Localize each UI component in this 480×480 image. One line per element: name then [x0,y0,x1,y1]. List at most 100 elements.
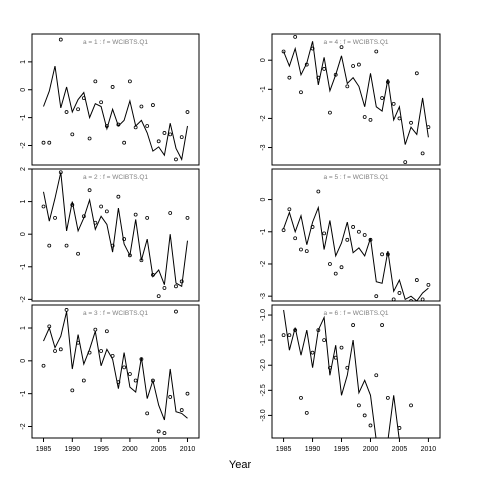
y-tick-label: -1.5 [260,334,267,346]
data-point [391,297,396,301]
data-point [374,294,379,299]
data-point [339,265,344,270]
data-point [351,64,356,68]
y-tick-label: -2 [20,296,27,302]
data-point [116,194,121,199]
y-tick-label: 1 [20,326,27,330]
y-tick-label: -1 [20,390,27,396]
data-point [110,243,115,248]
x-tick-label: 1995 [334,446,350,453]
data-point [53,215,57,220]
panel-2: a = 4 : f = WCIBTS.Q1 -3 -2 -1 0 [260,33,441,166]
panel-6: a = 6 : f = WCIBTS.Q1 -3.0 -2.5 -2.0 -1.5 -1.… [260,304,441,453]
x-tick-label: 1990 [65,446,81,453]
data-point [104,329,109,334]
y-tick-label: 0 [260,58,267,62]
data-point [409,299,413,301]
panel-frame [271,304,441,439]
data-point [380,252,384,257]
data-point [404,439,407,442]
data-point [328,365,332,370]
data-point [70,132,75,137]
panel-title: a = 5 : f = WCIBTS.Q1 [323,174,388,181]
panel-data [281,189,431,301]
data-point [58,170,63,175]
data-point [145,215,150,220]
data-point [156,429,161,434]
data-point [414,71,419,76]
data-point [168,395,173,399]
data-point [99,204,104,209]
data-point [368,237,373,242]
data-point [64,243,69,248]
panel-data [41,37,190,162]
data-point [397,116,402,121]
y-tick-label: 2 [20,167,27,171]
series-line [43,311,188,421]
data-point [64,308,69,312]
data-point [156,139,161,144]
data-point [127,253,132,258]
panel-data [41,170,190,299]
data-point [397,291,402,295]
data-point [139,258,144,263]
data-point [385,80,390,84]
data-point [133,212,138,217]
data-point [304,411,309,415]
series-line [283,205,429,301]
data-point [374,49,379,54]
data-point [133,378,138,383]
data-point [76,340,80,345]
data-point [392,439,395,442]
y-tick-label: 0 [20,359,27,363]
y-tick-label: 0 [260,198,267,202]
data-point [339,345,344,350]
data-point [93,327,98,332]
y-tick-label: 0 [20,88,27,92]
data-point [409,403,413,408]
data-point [104,209,109,214]
data-point [345,365,350,370]
data-point [287,75,292,80]
data-point [53,349,57,353]
y-tick-label: -2.5 [260,384,267,396]
y-tick-label: -2 [260,261,267,267]
data-point [58,37,63,42]
data-point [185,391,190,396]
data-point [304,249,309,253]
data-point [87,136,92,141]
data-point [333,355,338,360]
data-point [293,328,298,332]
data-point [287,333,292,338]
data-point [362,115,367,119]
data-point [356,62,361,67]
data-point [385,395,390,400]
data-point [421,439,424,442]
data-point [414,278,419,282]
data-point [47,324,52,329]
x-tick-label: 2010 [421,446,437,453]
data-point [333,72,338,77]
y-tick-label: -2 [260,115,267,121]
data-point [310,350,315,355]
panel-frame [31,168,200,302]
panel-frame [31,33,200,166]
data-point [81,378,86,383]
data-point [322,67,327,71]
data-point [70,388,75,393]
y-tick-label: -2.0 [260,359,267,371]
y-tick-label: -1 [260,229,267,235]
data-point [151,103,155,107]
data-point [356,403,361,408]
data-point [162,131,167,135]
data-point [316,189,321,194]
data-point [397,426,402,430]
data-point [339,45,344,49]
panel-frame [271,33,441,166]
data-point [304,62,309,67]
data-point [133,125,138,130]
data-point [426,283,431,287]
data-point [391,101,396,106]
data-point [333,271,338,276]
